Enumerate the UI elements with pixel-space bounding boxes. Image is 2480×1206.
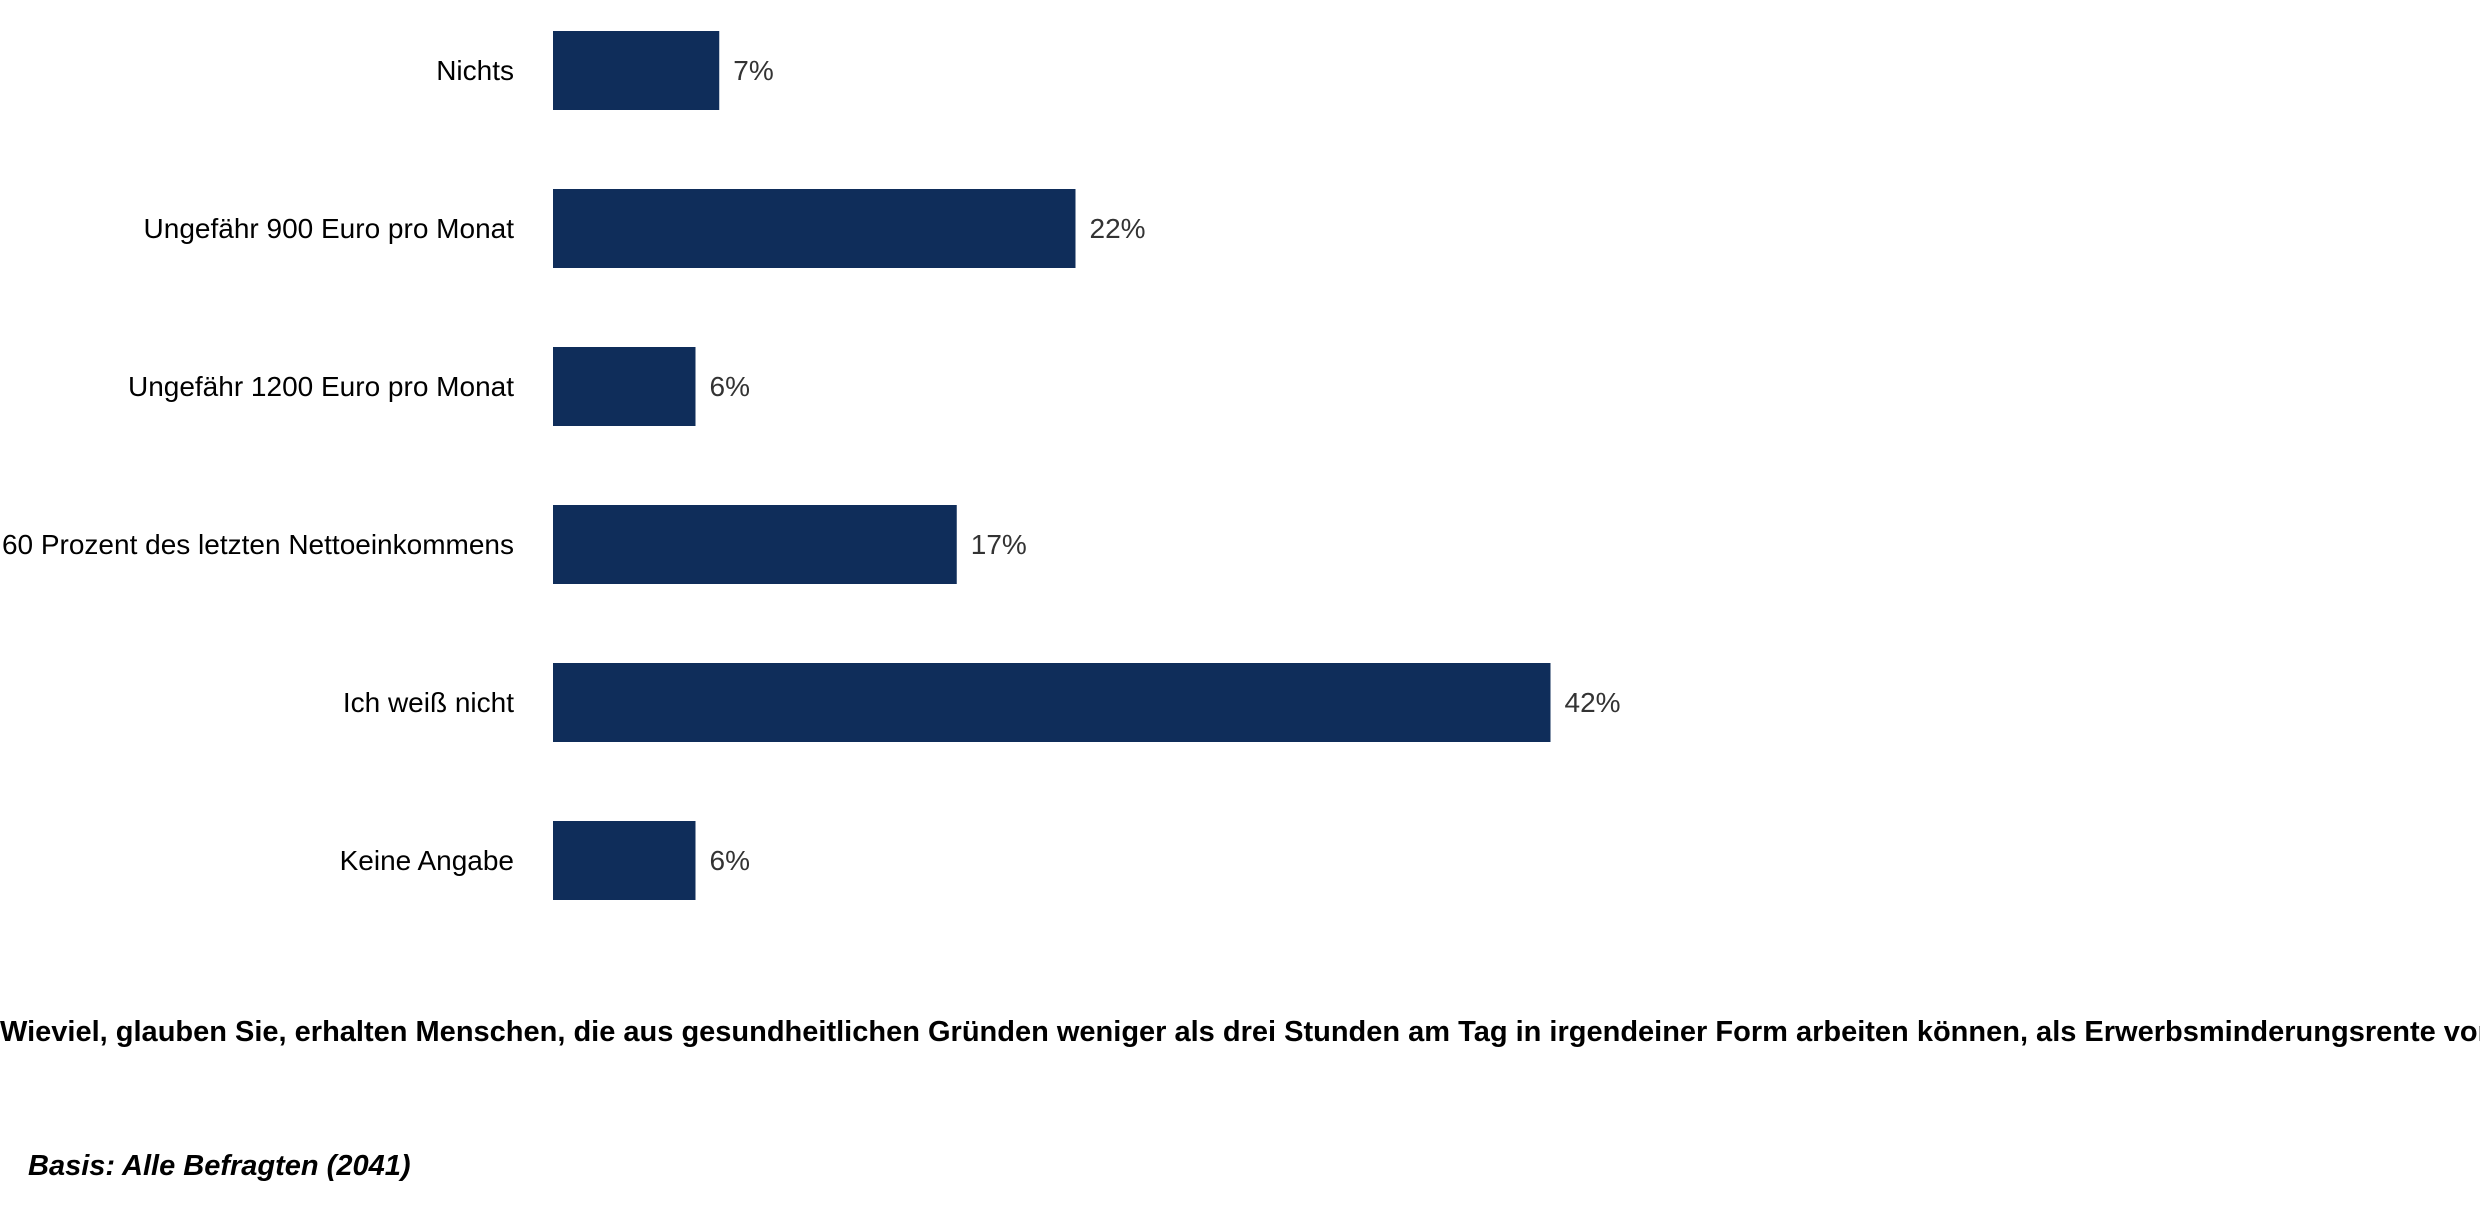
bar xyxy=(553,31,720,110)
value-label: 6% xyxy=(710,371,750,402)
sample-basis-note: Basis: Alle Befragten (2041) xyxy=(28,1150,411,1182)
bar-chart: Nichts 7% Ungefähr 900 Euro pro Monat 22% Un… xyxy=(2,31,1621,900)
bar xyxy=(553,663,1551,742)
value-label: 17% xyxy=(971,529,1027,560)
bar xyxy=(553,821,696,900)
value-label: 7% xyxy=(733,55,773,86)
value-label: 6% xyxy=(710,845,750,876)
value-label: 42% xyxy=(1565,687,1621,718)
category-label: Keine Angabe xyxy=(340,845,514,876)
category-label: Ungefähr 1200 Euro pro Monat xyxy=(128,371,514,402)
bar xyxy=(553,189,1076,268)
category-label: Ungefähr 900 Euro pro Monat xyxy=(144,213,515,244)
category-label: 60 Prozent des letzten Nettoeinkommens xyxy=(2,529,514,560)
value-label: 22% xyxy=(1090,213,1146,244)
survey-question: Wieviel, glauben Sie, erhalten Menschen,… xyxy=(0,1016,2480,1048)
category-label: Nichts xyxy=(436,55,514,86)
bar xyxy=(553,347,696,426)
bar xyxy=(553,505,957,584)
category-label: Ich weiß nicht xyxy=(343,687,514,718)
